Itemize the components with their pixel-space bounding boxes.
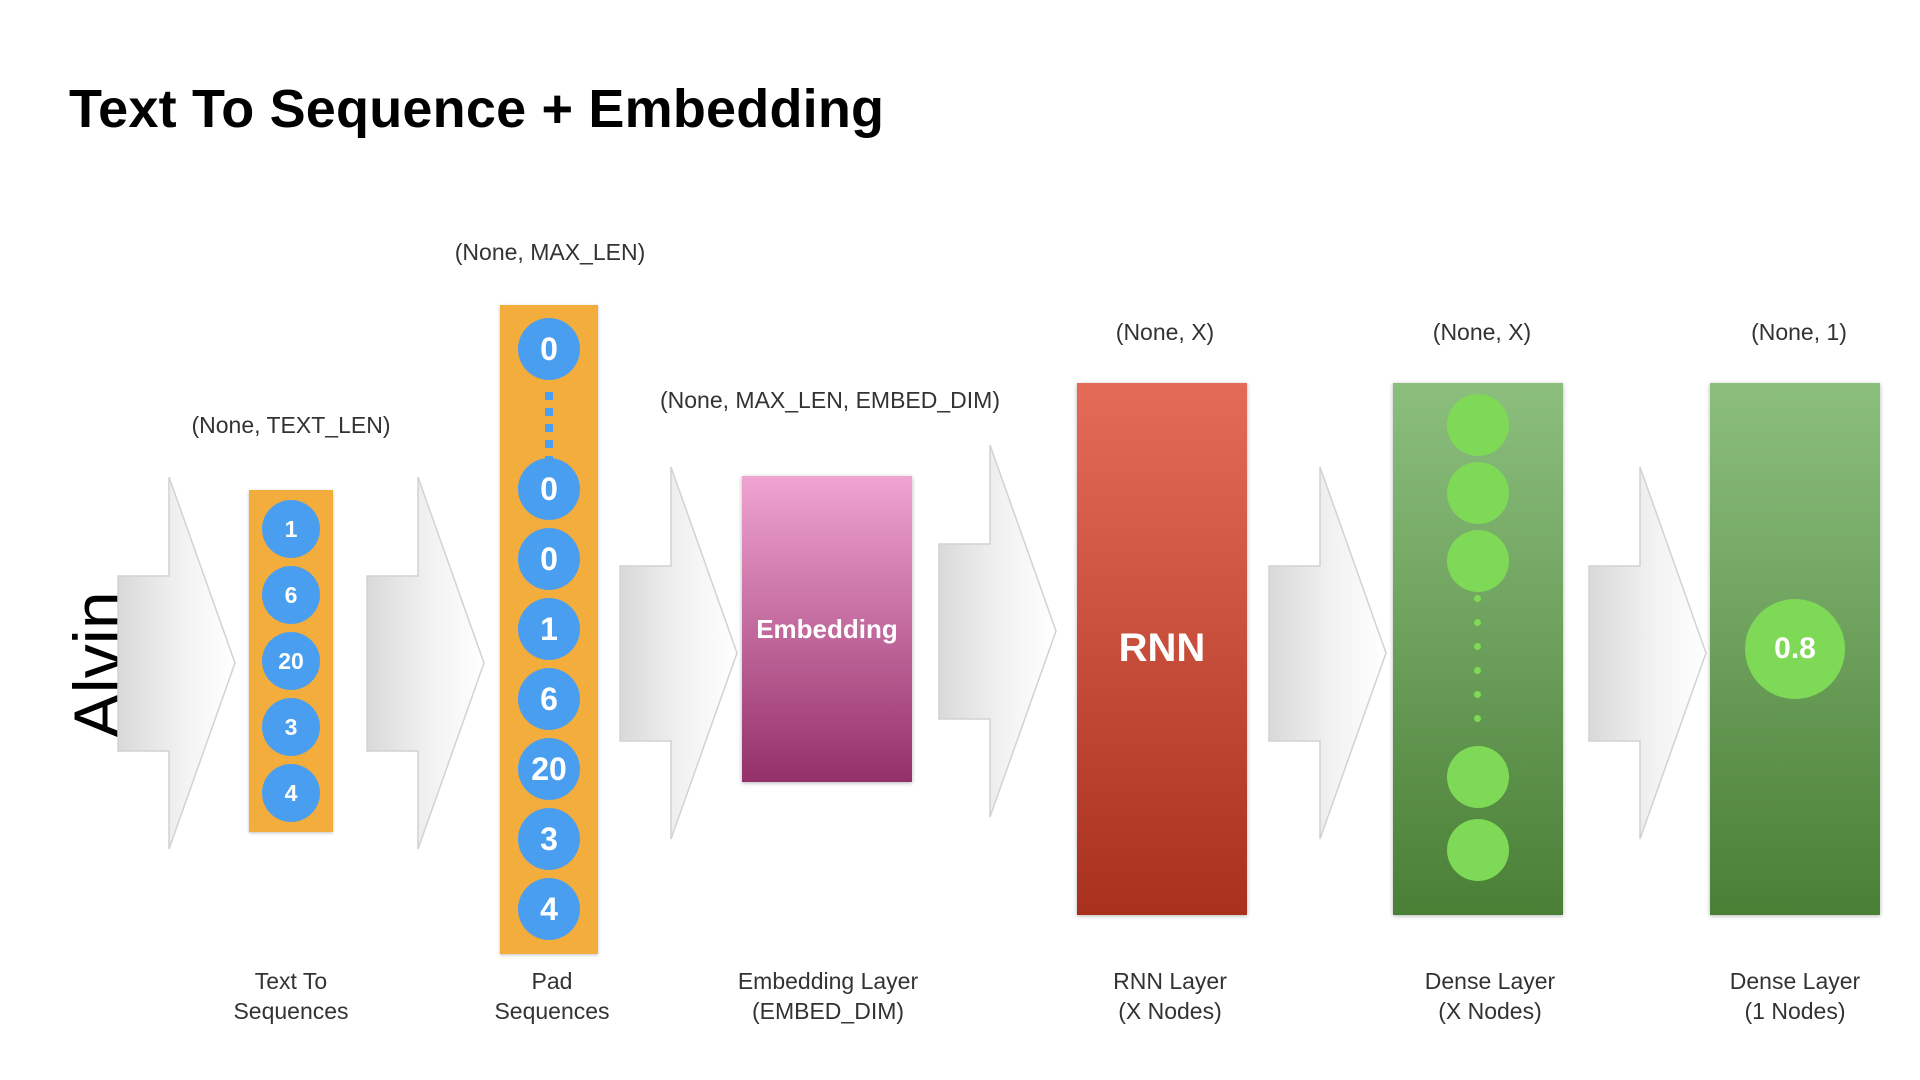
caption-line: Embedding Layer: [737, 968, 919, 994]
caption-text-to-sequences: Text To Sequences: [141, 966, 441, 1026]
caption-line: Sequences: [494, 998, 610, 1024]
neuron-node: [1447, 462, 1509, 524]
ellipsis-dot: [1474, 619, 1481, 626]
caption-line: Dense Layer: [1424, 968, 1556, 994]
rnn-layer-label: RNN: [1118, 626, 1206, 670]
flow-arrow-2: [366, 476, 485, 850]
neuron-node: [1447, 394, 1509, 456]
caption-dense-1: Dense Layer (1 Nodes): [1645, 966, 1920, 1026]
token-circle: 20: [262, 632, 320, 690]
caption-pad-sequences: Pad Sequences: [402, 966, 702, 1026]
rnn-layer-box: RNN: [1077, 383, 1247, 915]
padded-sequence-bar: 0 0 0 1 6 20 3 4: [500, 305, 598, 954]
ellipsis-dot: [1474, 595, 1481, 602]
ellipsis-dot: [545, 424, 553, 432]
flow-arrow-3: [619, 466, 738, 840]
flow-arrow-4: [938, 444, 1057, 818]
ellipsis-dot: [545, 392, 553, 400]
output-node: 0.8: [1745, 599, 1845, 699]
caption-line: Sequences: [233, 998, 349, 1024]
dense-layer-1-box: 0.8: [1710, 383, 1880, 915]
embedding-layer-label: Embedding: [756, 614, 898, 644]
embedding-layer-box: Embedding: [742, 476, 912, 782]
caption-line: Pad: [531, 968, 573, 994]
diagram-title: Text To Sequence + Embedding: [69, 79, 885, 139]
dense-layer-x-box: [1393, 383, 1563, 915]
caption-line: Text To: [254, 968, 328, 994]
flow-arrow-6: [1588, 466, 1707, 840]
caption-dense-x: Dense Layer (X Nodes): [1340, 966, 1640, 1026]
shape-label-pad-sequences: (None, MAX_LEN): [454, 239, 646, 265]
token-circle: 20: [518, 738, 580, 800]
neuron-node: [1447, 746, 1509, 808]
ellipsis-dot: [1474, 715, 1481, 722]
padding-circle: 0: [518, 458, 580, 520]
caption-line: RNN Layer: [1113, 968, 1227, 994]
token-circle: 3: [518, 808, 580, 870]
caption-rnn: RNN Layer (X Nodes): [1020, 966, 1320, 1026]
caption-line: (X Nodes): [1118, 998, 1222, 1024]
caption-embedding: Embedding Layer (EMBED_DIM): [678, 966, 978, 1026]
shape-label-rnn: (None, X): [1115, 319, 1215, 345]
token-circle: 6: [518, 668, 580, 730]
flow-arrow-5: [1268, 466, 1387, 840]
caption-line: Dense Layer: [1729, 968, 1861, 994]
padding-circle: 0: [518, 528, 580, 590]
caption-line: (1 Nodes): [1744, 998, 1846, 1024]
neuron-node: [1447, 530, 1509, 592]
token-circle: 4: [518, 878, 580, 940]
shape-label-dense-x: (None, X): [1432, 319, 1532, 345]
ellipsis-dot: [1474, 667, 1481, 674]
shape-label-text-to-sequences: (None, TEXT_LEN): [191, 412, 391, 438]
padding-circle: 0: [518, 318, 580, 380]
token-circle: 1: [262, 500, 320, 558]
token-circle: 4: [262, 764, 320, 822]
caption-line: (X Nodes): [1438, 998, 1542, 1024]
token-circle: 6: [262, 566, 320, 624]
token-circle: 3: [262, 698, 320, 756]
shape-label-embedding: (None, MAX_LEN, EMBED_DIM): [660, 387, 1000, 413]
token-circle: 1: [518, 598, 580, 660]
ellipsis-dot: [1474, 691, 1481, 698]
ellipsis-dot: [545, 408, 553, 416]
text-sequence-bar: 1 6 20 3 4: [249, 490, 333, 832]
caption-line: (EMBED_DIM): [751, 998, 905, 1024]
shape-label-dense-1: (None, 1): [1751, 319, 1847, 345]
ellipsis-dot: [1474, 643, 1481, 650]
flow-arrow-1: [117, 476, 236, 850]
neuron-node: [1447, 819, 1509, 881]
ellipsis-dot: [545, 440, 553, 448]
